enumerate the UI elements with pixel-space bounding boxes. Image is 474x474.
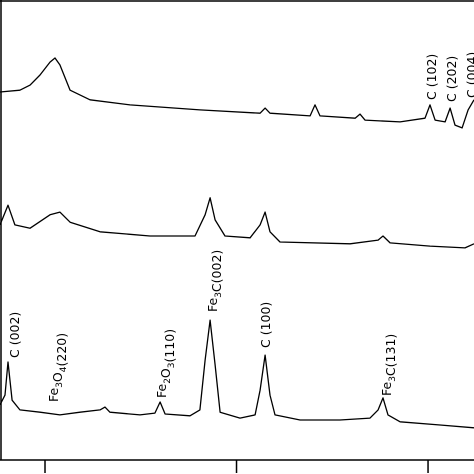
peak-label: C (100) [258,302,273,348]
xrd-trace [0,319,474,429]
peak-label: Fe3C(131) [379,334,398,396]
peak-label: C (002) [7,312,22,358]
peak-label: C (102) [424,54,439,100]
xrd-trace [0,57,474,129]
xrd-trace [0,197,474,249]
peak-label: C (202) [444,56,459,102]
peak-label: Fe3O4(220) [46,333,69,402]
peak-label: Fe3C(002) [205,250,224,312]
peak-label: C (004) [464,52,474,98]
peak-label: Fe2O3(110) [154,329,177,398]
